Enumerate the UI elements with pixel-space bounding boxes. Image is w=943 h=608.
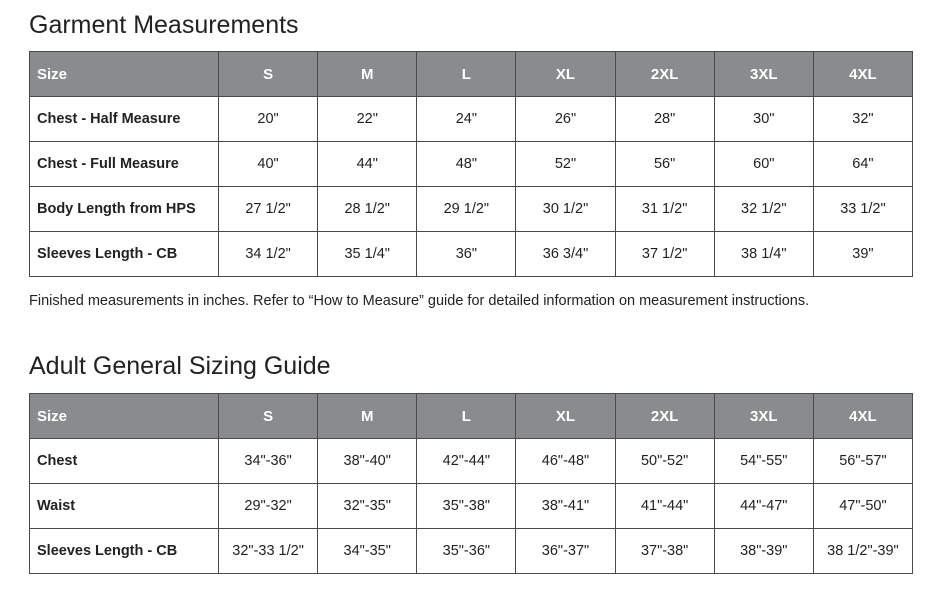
column-header: Size	[29, 393, 219, 439]
row-label: Chest - Half Measure	[29, 96, 219, 142]
table-cell: 33 1/2"	[812, 186, 914, 232]
table-cell: 36"-37"	[515, 528, 616, 574]
table-cell: 32"-33 1/2"	[217, 528, 319, 574]
table-cell: 32 1/2"	[713, 186, 814, 232]
column-header: S	[217, 51, 319, 97]
garment-title: Garment Measurements	[29, 11, 299, 39]
table-cell: 34 1/2"	[217, 231, 319, 277]
table-row: Chest - Full Measure 40" 44" 48" 52" 56" 60" 64…	[29, 141, 914, 187]
table-cell: 46"-48"	[515, 438, 616, 484]
row-label: Body Length from HPS	[29, 186, 219, 232]
table-cell: 44"-47"	[713, 483, 814, 529]
table-cell: 50"-52"	[614, 438, 715, 484]
column-header: XL	[515, 51, 616, 97]
column-header: M	[317, 51, 418, 97]
table-cell: 20"	[217, 96, 319, 142]
header-row: Size S M L XL 2XL 3XL 4XL	[29, 393, 914, 439]
table-cell: 47"-50"	[812, 483, 914, 529]
column-header: 3XL	[713, 393, 814, 439]
table-cell: 32"	[812, 96, 914, 142]
table-cell: 52"	[515, 141, 616, 187]
column-header: M	[317, 393, 418, 439]
row-label: Chest	[29, 438, 219, 484]
table-cell: 38"-39"	[713, 528, 814, 574]
row-label: Sleeves Length - CB	[29, 231, 219, 277]
table-cell: 35 1/4"	[317, 231, 418, 277]
table-cell: 38"-41"	[515, 483, 616, 529]
table-row: Sleeves Length - CB 34 1/2" 35 1/4" 36" 36 3…	[29, 231, 914, 277]
garment-measurements-table: Size S M L XL 2XL 3XL 4XL Chest - Half Measure 20…	[29, 51, 914, 277]
column-header: S	[217, 393, 319, 439]
table-cell: 22"	[317, 96, 418, 142]
table-row: Waist 29"-32" 32"-35" 35"-38" 38"-41" 41"-44"…	[29, 483, 914, 529]
column-header: Size	[29, 51, 219, 97]
table-cell: 56"-57"	[812, 438, 914, 484]
table-cell: 42"-44"	[416, 438, 517, 484]
table-cell: 54"-55"	[713, 438, 814, 484]
column-header: 4XL	[812, 51, 914, 97]
column-header: 3XL	[713, 51, 814, 97]
table-cell: 41"-44"	[614, 483, 715, 529]
table-cell: 36"	[416, 231, 517, 277]
column-header: 4XL	[812, 393, 914, 439]
table-cell: 28 1/2"	[317, 186, 418, 232]
table-row: Sleeves Length - CB 32"-33 1/2" 34"-35" 35"…	[29, 528, 914, 574]
table-row: Body Length from HPS 27 1/2" 28 1/2" 29 1/2…	[29, 186, 914, 232]
table-cell: 29 1/2"	[416, 186, 517, 232]
table-cell: 36 3/4"	[515, 231, 616, 277]
table-cell: 35"-36"	[416, 528, 517, 574]
table-cell: 31 1/2"	[614, 186, 715, 232]
row-label: Sleeves Length - CB	[29, 528, 219, 574]
table-cell: 24"	[416, 96, 517, 142]
table-cell: 56"	[614, 141, 715, 187]
table-row: Chest 34"-36" 38"-40" 42"-44" 46"-48" 50"-52"…	[29, 438, 914, 484]
sizing-guide-table: Size S M L XL 2XL 3XL 4XL Chest 34"-36" 38"-40" 42"…	[29, 393, 914, 574]
table-cell: 37"-38"	[614, 528, 715, 574]
table-cell: 35"-38"	[416, 483, 517, 529]
header-row: Size S M L XL 2XL 3XL 4XL	[29, 51, 914, 97]
row-label: Chest - Full Measure	[29, 141, 219, 187]
table-cell: 30"	[713, 96, 814, 142]
table-cell: 38"-40"	[317, 438, 418, 484]
column-header: L	[416, 393, 517, 439]
column-header: 2XL	[614, 51, 715, 97]
table-cell: 29"-32"	[217, 483, 319, 529]
column-header: XL	[515, 393, 616, 439]
row-label: Waist	[29, 483, 219, 529]
table-cell: 39"	[812, 231, 914, 277]
table-cell: 30 1/2"	[515, 186, 616, 232]
table-cell: 34"-36"	[217, 438, 319, 484]
table-cell: 40"	[217, 141, 319, 187]
table-cell: 32"-35"	[317, 483, 418, 529]
column-header: L	[416, 51, 517, 97]
table-cell: 48"	[416, 141, 517, 187]
table-row: Chest - Half Measure 20" 22" 24" 26" 28" 30" 32…	[29, 96, 914, 142]
table-cell: 38 1/4"	[713, 231, 814, 277]
table-cell: 64"	[812, 141, 914, 187]
sizing-guide-title: Adult General Sizing Guide	[29, 352, 331, 380]
measurement-note: Finished measurements in inches. Refer t…	[29, 293, 810, 309]
table-cell: 37 1/2"	[614, 231, 715, 277]
table-cell: 44"	[317, 141, 418, 187]
table-cell: 27 1/2"	[217, 186, 319, 232]
table-cell: 28"	[614, 96, 715, 142]
table-cell: 26"	[515, 96, 616, 142]
table-cell: 38 1/2"-39"	[812, 528, 914, 574]
table-cell: 34"-35"	[317, 528, 418, 574]
column-header: 2XL	[614, 393, 715, 439]
table-cell: 60"	[713, 141, 814, 187]
